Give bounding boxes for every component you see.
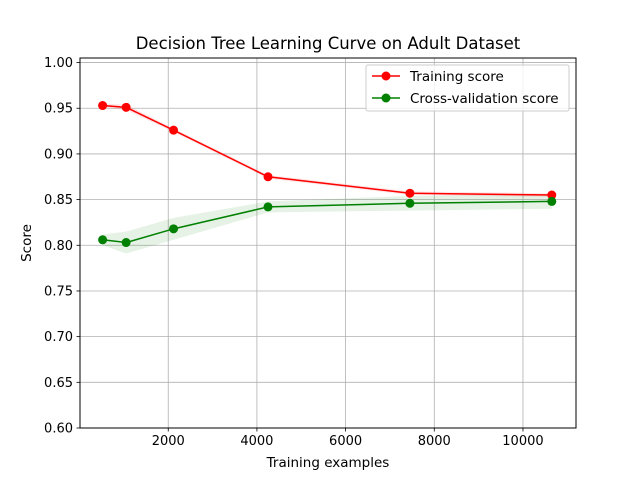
series-points — [98, 101, 557, 248]
data-point — [169, 125, 179, 135]
y-axis-ticks: 0.60 0.65 0.70 0.75 0.80 0.85 0.90 0.95 1.00 — [44, 56, 80, 437]
data-point — [263, 202, 273, 212]
legend-marker — [381, 93, 391, 103]
legend-label: Training score — [409, 69, 504, 85]
y-tick-label: 0.65 — [44, 376, 73, 391]
data-point — [405, 198, 415, 208]
data-point — [121, 102, 131, 112]
y-tick-label: 0.70 — [44, 330, 73, 345]
data-point — [405, 188, 415, 198]
data-point — [98, 235, 108, 245]
data-point — [121, 238, 131, 248]
y-tick-label: 1.00 — [44, 56, 73, 71]
y-tick-label: 0.60 — [44, 422, 73, 437]
x-tick-label: 10000 — [502, 434, 543, 449]
x-axis-ticks: 2000 4000 6000 8000 10000 — [152, 428, 544, 449]
x-tick-label: 6000 — [329, 434, 362, 449]
data-point — [263, 172, 273, 182]
std-bands — [102, 103, 552, 254]
x-tick-label: 4000 — [240, 434, 273, 449]
data-point — [169, 224, 179, 234]
y-axis-label: Score — [19, 224, 35, 262]
legend-marker — [381, 71, 391, 81]
legend-box — [365, 64, 570, 112]
data-point — [547, 196, 557, 206]
plot-frame — [79, 57, 577, 429]
data-point — [98, 101, 108, 111]
y-tick-label: 0.75 — [44, 284, 73, 299]
x-tick-label: 2000 — [152, 434, 185, 449]
legend: Training score Cross-validation score — [365, 64, 570, 112]
grid-lines — [80, 58, 576, 429]
y-tick-label: 0.85 — [44, 193, 73, 208]
chart-title: Decision Tree Learning Curve on Adult Da… — [136, 34, 521, 53]
y-tick-label: 0.80 — [44, 239, 73, 254]
y-tick-label: 0.95 — [44, 102, 73, 117]
x-tick-label: 8000 — [418, 434, 451, 449]
std-band — [102, 194, 552, 254]
legend-label: Cross-validation score — [410, 91, 559, 107]
x-axis-label: Training examples — [266, 455, 390, 471]
data-point — [547, 190, 557, 200]
y-tick-label: 0.90 — [44, 147, 73, 162]
